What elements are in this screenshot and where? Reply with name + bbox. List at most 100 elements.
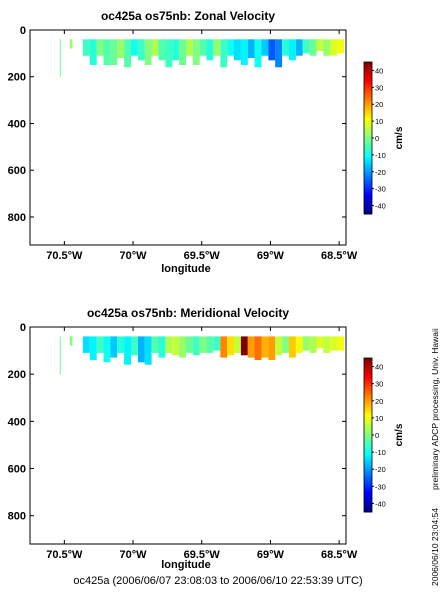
x-tick-label: 69.5°W [184,549,221,561]
colorbar-tick-label: 40 [375,66,383,75]
colorbar-segment [364,458,372,462]
velocity-cell [69,336,73,346]
colorbar-tick-label: 30 [375,83,383,92]
colorbar-segment [364,460,372,464]
velocity-cell [172,336,180,356]
velocity-cell [110,336,118,358]
colorbar-label: cm/s [394,126,405,149]
velocity-cell [137,336,145,363]
colorbar-segment [364,419,372,423]
colorbar-segment [364,117,372,121]
colorbar-segment [364,373,372,377]
colorbar-tick-label: -20 [375,168,386,177]
colorbar-tick-label: -40 [375,202,386,211]
chart-title: oc425a os75nb: Meridional Velocity [87,306,289,320]
colorbar-segment [364,483,372,487]
colorbar-segment [364,501,372,505]
velocity-cell [220,39,228,68]
colorbar-segment [364,120,372,124]
colorbar-segment [364,381,372,385]
velocity-cell [158,336,166,358]
colorbar-segment [364,411,372,415]
velocity-cell [131,39,138,56]
colorbar-segment [364,168,372,172]
y-tick-label: 200 [8,72,26,84]
colorbar-segment [364,112,372,116]
colorbar-tick-label: -10 [375,448,386,457]
colorbar-segment [364,135,372,139]
colorbar-segment [364,173,372,177]
colorbar-segment [364,148,372,152]
colorbar-segment [364,145,372,149]
colorbar-segment [364,452,372,456]
velocity-cell [137,39,145,61]
velocity-cell [302,336,310,351]
velocity-cell [199,336,207,353]
colorbar-segment [364,181,372,184]
colorbar-segment [364,186,372,190]
colorbar-segment [364,358,372,361]
colorbar-segment [364,170,372,174]
velocity-cell [275,336,283,356]
velocity-cell [220,336,228,358]
velocity-cell [124,336,131,365]
velocity-cell [316,39,324,51]
colorbar-segment [364,125,372,129]
colorbar-segment [364,427,372,431]
colorbar-segment [364,504,372,508]
velocity-cell [82,336,90,353]
velocity-cell [261,39,269,56]
velocity-cell [295,39,303,56]
x-tick-label: 69°W [257,250,285,262]
x-tick-label: 70.5°W [46,549,83,561]
colorbar-segment [364,183,372,187]
colorbar-segment [364,198,372,202]
colorbar-segment [364,468,372,472]
colorbar-segment [364,409,372,413]
velocity-cell [247,39,255,58]
colorbar-segment [364,97,372,101]
velocity-cell [89,39,97,65]
colorbar-segment [364,455,372,459]
colorbar-segment [364,442,372,446]
colorbar-segment [364,406,372,410]
colorbar-segment [364,496,372,500]
colorbar-label: cm/s [394,423,405,446]
velocity-cell [117,336,125,353]
velocity-cell [131,336,138,356]
colorbar-segment [364,465,372,469]
colorbar-segment [364,100,372,103]
colorbar-segment [364,422,372,426]
velocity-cell [234,39,241,61]
colorbar-segment [364,429,372,433]
velocity-cell [240,39,248,65]
velocity-cell [96,39,104,56]
colorbar-segment [364,77,372,81]
colorbar-tick-label: -20 [375,465,386,474]
velocity-cell [206,39,214,61]
colorbar-segment [364,138,372,141]
velocity-cell [199,39,207,56]
y-tick-label: 600 [8,165,26,177]
velocity-cell [234,336,241,353]
colorbar-segment [364,206,372,210]
velocity-cell [206,336,214,353]
velocity-cell [151,336,159,353]
colorbar-segment [364,432,372,436]
colorbar-tick-label: 10 [375,414,383,423]
colorbar-segment [364,463,372,467]
velocity-cell [289,39,296,61]
colorbar-segment [364,211,372,215]
velocity-cell [179,39,186,65]
velocity-cell [254,39,262,68]
velocity-cell [110,39,118,65]
velocity-cell [59,39,61,77]
processing-note: preliminary ADCP processing, Univ. Hawai… [430,328,440,490]
colorbar-segment [364,178,372,182]
colorbar-segment [364,509,372,513]
velocity-cell [227,336,235,356]
colorbar-segment [364,94,372,98]
colorbar-segment [364,188,372,192]
colorbar-segment [364,115,372,119]
